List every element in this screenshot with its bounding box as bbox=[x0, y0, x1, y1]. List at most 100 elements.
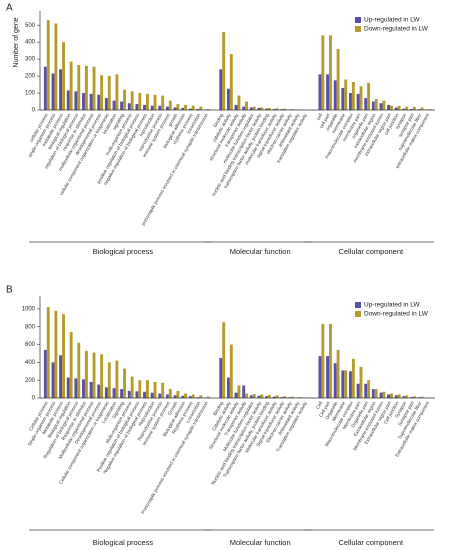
bar bbox=[371, 389, 375, 398]
group-label: Biological process bbox=[93, 247, 154, 256]
bar bbox=[62, 42, 65, 111]
bar bbox=[367, 380, 371, 398]
bar bbox=[356, 93, 360, 110]
bar bbox=[120, 101, 124, 110]
bar bbox=[268, 394, 271, 398]
bar bbox=[275, 395, 279, 398]
bar bbox=[417, 109, 421, 110]
bar bbox=[59, 355, 63, 398]
bar bbox=[43, 349, 47, 398]
bar bbox=[153, 94, 157, 110]
bar bbox=[402, 396, 406, 398]
bar bbox=[364, 98, 368, 110]
bar bbox=[54, 310, 58, 398]
bar bbox=[74, 91, 78, 110]
bar bbox=[123, 89, 126, 110]
bar bbox=[92, 352, 96, 398]
bar bbox=[196, 397, 200, 398]
y-tick-label: 400 bbox=[25, 40, 36, 46]
bar bbox=[329, 35, 332, 110]
bar bbox=[107, 76, 111, 110]
bar bbox=[123, 368, 126, 398]
y-tick-label: 200 bbox=[25, 378, 36, 384]
bar bbox=[222, 322, 226, 398]
bar bbox=[77, 342, 81, 398]
bar bbox=[206, 108, 210, 110]
bar bbox=[420, 107, 424, 110]
bar bbox=[222, 31, 226, 110]
bar bbox=[135, 391, 139, 398]
bar bbox=[242, 385, 246, 398]
legend-label: Up-regulated in LW bbox=[364, 17, 420, 24]
bar bbox=[127, 390, 131, 398]
bar bbox=[349, 371, 352, 398]
bar bbox=[138, 380, 142, 398]
bar bbox=[387, 104, 391, 110]
bar bbox=[390, 105, 393, 110]
bar bbox=[191, 394, 195, 398]
bar bbox=[268, 107, 271, 110]
bar bbox=[115, 74, 119, 110]
bar bbox=[181, 395, 185, 398]
bar bbox=[249, 395, 253, 398]
x-tick-label: Growth bbox=[167, 400, 179, 416]
bar bbox=[257, 107, 261, 110]
bar bbox=[229, 54, 233, 110]
bar bbox=[242, 106, 246, 110]
bar bbox=[51, 73, 55, 110]
x-tick-label: growth bbox=[167, 112, 178, 127]
bar bbox=[150, 392, 154, 398]
bar bbox=[74, 378, 78, 398]
y-tick-label: 0 bbox=[32, 396, 36, 402]
bar bbox=[168, 389, 172, 398]
legend-swatch bbox=[355, 302, 361, 308]
bar bbox=[272, 108, 276, 110]
bar bbox=[397, 105, 401, 110]
bar bbox=[161, 95, 165, 110]
bar bbox=[219, 357, 223, 398]
bar bbox=[196, 108, 200, 110]
bar bbox=[89, 381, 93, 398]
bar bbox=[336, 48, 340, 110]
bar bbox=[275, 108, 279, 110]
bar bbox=[150, 105, 154, 110]
bar bbox=[283, 108, 287, 110]
bar bbox=[176, 104, 180, 110]
bar bbox=[66, 90, 70, 110]
bar bbox=[69, 332, 73, 398]
bar bbox=[287, 397, 291, 398]
bar bbox=[359, 86, 363, 110]
bar bbox=[379, 392, 383, 398]
bar bbox=[176, 390, 180, 398]
bar bbox=[428, 109, 432, 110]
bar bbox=[77, 65, 81, 110]
group-label: Cellular component bbox=[338, 247, 404, 256]
panel-label: B bbox=[6, 285, 13, 296]
group-label: Molecular function bbox=[230, 247, 291, 256]
bar bbox=[165, 394, 169, 398]
bar bbox=[184, 104, 188, 110]
legend-swatch bbox=[355, 26, 361, 32]
bar bbox=[318, 74, 322, 110]
y-tick-label: 600 bbox=[25, 342, 36, 348]
bar bbox=[390, 393, 393, 398]
bar bbox=[382, 100, 386, 110]
bar bbox=[92, 66, 96, 110]
bar bbox=[59, 69, 63, 110]
bar bbox=[412, 396, 416, 398]
bar bbox=[82, 379, 85, 398]
bar bbox=[97, 384, 101, 398]
panel-label: A bbox=[6, 3, 13, 14]
bar bbox=[130, 376, 134, 398]
bar bbox=[226, 377, 230, 398]
bar bbox=[46, 20, 50, 110]
bar bbox=[329, 324, 332, 398]
bar bbox=[161, 382, 165, 398]
bar bbox=[181, 107, 185, 110]
bar bbox=[143, 104, 146, 110]
bar bbox=[226, 88, 230, 110]
bar bbox=[199, 395, 203, 398]
bar bbox=[364, 383, 368, 398]
bar bbox=[84, 65, 88, 110]
bar bbox=[115, 360, 119, 398]
